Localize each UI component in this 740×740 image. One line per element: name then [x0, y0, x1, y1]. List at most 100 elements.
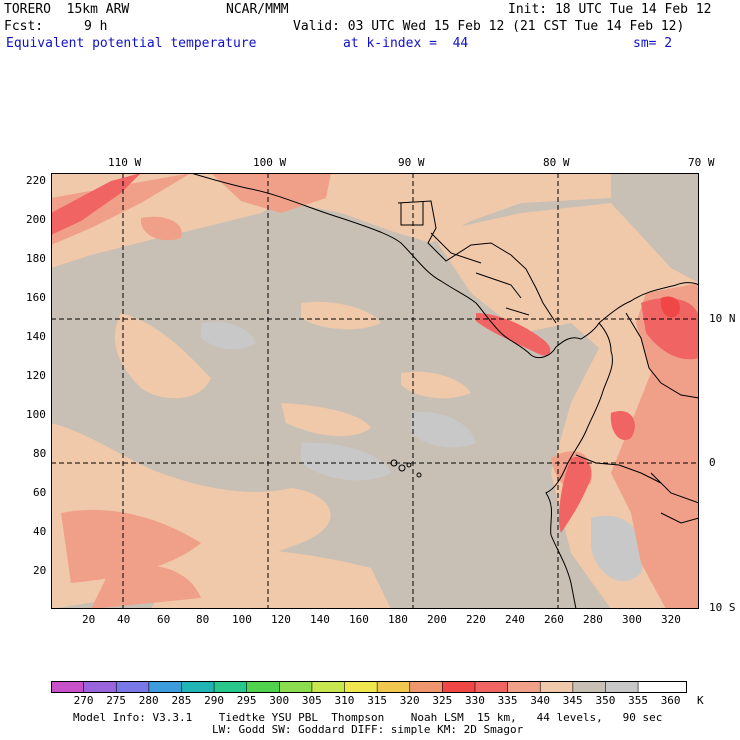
peru-brazil-border — [660, 512, 699, 524]
colorbar-swatch — [181, 681, 215, 693]
x-tick-label: 140 — [310, 613, 330, 626]
colorbar-label: 340 — [530, 694, 551, 707]
map-frame — [51, 173, 699, 609]
theta-e-field — [51, 173, 699, 609]
peach-region — [114, 313, 211, 399]
colorbar-swatch — [540, 681, 574, 693]
salmon-region — [51, 173, 191, 245]
colorbar-swatch — [409, 681, 443, 693]
colorbar-label: 360 — [660, 694, 681, 707]
colorbar-swatch — [638, 681, 672, 693]
smoothing-label: sm= 2 — [633, 36, 673, 51]
colorbar-label: 275 — [106, 694, 127, 707]
lat-label: 10 S — [709, 601, 736, 614]
red-region — [660, 296, 680, 318]
colorbar-label: 325 — [432, 694, 453, 707]
y-tick-label: 220 — [26, 174, 46, 187]
colorbar-label: 290 — [204, 694, 224, 707]
y-tick-label: 40 — [33, 525, 47, 538]
colorbar-label: 285 — [171, 694, 192, 707]
y-tick-label: 80 — [33, 447, 47, 460]
salmon-region — [91, 564, 201, 609]
lon-label: 110 W — [108, 156, 142, 169]
x-tick-label: 160 — [349, 613, 369, 626]
grey-region — [201, 321, 256, 350]
guatemala-border — [400, 201, 424, 226]
level-index: at k-index = 44 — [343, 36, 469, 51]
valid-time: Valid: 03 UTC Wed 15 Feb 12 (21 CST Tue … — [293, 19, 685, 34]
x-tick-label: 300 — [622, 613, 642, 626]
red-region — [641, 298, 699, 360]
red-region — [51, 173, 141, 235]
mexico-central-america-coast — [190, 173, 600, 359]
coastlines — [190, 173, 699, 609]
x-tick-label: 260 — [544, 613, 564, 626]
ecuador-border — [575, 454, 662, 484]
x-tick-label: 220 — [466, 613, 486, 626]
colorbar-swatch — [246, 681, 280, 693]
colorbar-label: 350 — [595, 694, 616, 707]
honduras-border — [430, 232, 482, 264]
colorbar-unit: K — [697, 694, 704, 707]
forecast-label: Fcst: — [4, 19, 44, 34]
map-plot — [51, 173, 699, 609]
x-tick-label: 20 — [82, 613, 96, 626]
peru-colombia-border — [650, 472, 699, 504]
nicaragua-border — [475, 272, 522, 299]
colorbar-label: 305 — [301, 694, 322, 707]
colorbar-label: 320 — [399, 694, 420, 707]
colorbar-swatch — [279, 681, 313, 693]
salmon-region — [211, 173, 331, 213]
y-tick-label: 140 — [26, 330, 46, 343]
colorbar-swatch — [507, 681, 541, 693]
peach-region — [401, 371, 471, 399]
organization-label: NCAR/MMM — [226, 2, 289, 17]
colorbar-swatch — [214, 681, 248, 693]
colorbar-label: 315 — [367, 694, 388, 707]
grey-region — [301, 442, 391, 481]
salmon-region — [611, 283, 699, 609]
x-tick-label: 280 — [583, 613, 603, 626]
field-name: Equivalent potential temperature — [6, 36, 257, 51]
colorbar-label: 335 — [497, 694, 518, 707]
x-tick-label: 80 — [196, 613, 210, 626]
model-info-line: Model Info: V3.3.1 Tiedtke YSU PBL Thomp… — [73, 711, 663, 724]
colorbar-swatch — [344, 681, 378, 693]
red-region — [610, 411, 635, 441]
colorbar-swatch — [442, 681, 476, 693]
x-tick-label: 180 — [388, 613, 408, 626]
colorbar-label: 295 — [236, 694, 257, 707]
colorbar-label: 300 — [269, 694, 290, 707]
colorbar-swatch — [83, 681, 117, 693]
y-tick-label: 160 — [26, 291, 46, 304]
x-tick-label: 200 — [427, 613, 447, 626]
x-tick-label: 40 — [117, 613, 131, 626]
colorbar-label: 330 — [465, 694, 485, 707]
y-tick-label: 60 — [33, 486, 47, 499]
colorbar-label: 280 — [138, 694, 159, 707]
grey-region — [411, 412, 476, 448]
y-tick-label: 100 — [26, 408, 46, 421]
graticule — [51, 173, 699, 609]
lon-label: 100 W — [253, 156, 287, 169]
peach-region — [301, 301, 381, 330]
peach-region — [281, 403, 371, 437]
y-tick-label: 200 — [26, 213, 46, 226]
venezuela-coast — [598, 282, 699, 324]
colombia-coast — [545, 322, 613, 609]
colorbar-swatch — [605, 681, 639, 693]
salmon-region — [140, 216, 182, 241]
forecast-hours: 9 h — [84, 19, 108, 34]
x-tick-label: 100 — [232, 613, 252, 626]
init-time: Init: 18 UTC Tue 14 Feb 12 — [508, 2, 712, 17]
colorbar-swatch — [572, 681, 606, 693]
lat-label: 0 — [709, 456, 716, 469]
y-tick-label: 20 — [33, 564, 47, 577]
colorbar-label: 310 — [334, 694, 355, 707]
colorbar-label: 355 — [628, 694, 648, 707]
costa-rica-border — [505, 307, 530, 316]
yucatan-caribbean-coast — [397, 200, 557, 324]
colorbar-label: 345 — [562, 694, 583, 707]
x-tick-label: 240 — [505, 613, 525, 626]
x-tick-label: 60 — [157, 613, 171, 626]
